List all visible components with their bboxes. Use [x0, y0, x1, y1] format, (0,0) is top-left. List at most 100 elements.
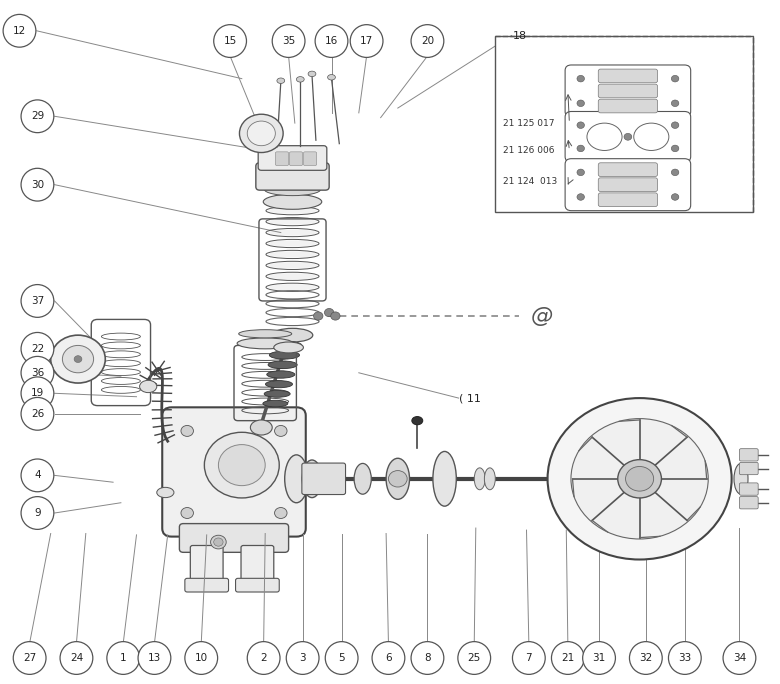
Circle shape: [239, 114, 283, 153]
Ellipse shape: [303, 460, 321, 498]
Ellipse shape: [237, 338, 293, 349]
FancyBboxPatch shape: [598, 84, 658, 98]
Ellipse shape: [734, 464, 748, 494]
Circle shape: [672, 145, 679, 152]
Text: 31: 31: [593, 653, 605, 663]
Ellipse shape: [247, 642, 280, 674]
Circle shape: [626, 466, 654, 491]
Ellipse shape: [107, 642, 140, 674]
Circle shape: [672, 194, 679, 200]
Circle shape: [577, 194, 584, 200]
Text: 37: 37: [31, 296, 44, 306]
Ellipse shape: [668, 642, 701, 674]
FancyBboxPatch shape: [185, 579, 229, 592]
Ellipse shape: [21, 397, 54, 430]
Ellipse shape: [551, 642, 584, 674]
Text: 18: 18: [513, 31, 527, 40]
Circle shape: [204, 432, 279, 498]
Ellipse shape: [268, 263, 317, 268]
FancyBboxPatch shape: [495, 36, 753, 212]
FancyBboxPatch shape: [275, 152, 289, 166]
Circle shape: [388, 471, 407, 487]
Text: 32: 32: [640, 653, 652, 663]
Ellipse shape: [268, 285, 317, 290]
Ellipse shape: [271, 341, 302, 350]
Ellipse shape: [412, 417, 423, 425]
Circle shape: [51, 335, 105, 383]
Ellipse shape: [484, 468, 495, 490]
Circle shape: [314, 312, 323, 320]
Circle shape: [324, 308, 334, 317]
Ellipse shape: [264, 194, 321, 209]
FancyBboxPatch shape: [241, 546, 274, 586]
Text: 1: 1: [120, 653, 126, 663]
Circle shape: [181, 425, 193, 436]
Ellipse shape: [286, 642, 319, 674]
Circle shape: [624, 133, 632, 140]
Ellipse shape: [60, 642, 93, 674]
Text: 36: 36: [31, 368, 44, 378]
Text: 13: 13: [148, 653, 161, 663]
Circle shape: [181, 508, 193, 518]
Ellipse shape: [21, 285, 54, 317]
Ellipse shape: [157, 487, 174, 498]
Circle shape: [618, 460, 661, 498]
Circle shape: [672, 75, 679, 82]
FancyBboxPatch shape: [190, 546, 223, 586]
Text: 21 126 006: 21 126 006: [503, 146, 555, 155]
FancyBboxPatch shape: [565, 111, 691, 162]
FancyBboxPatch shape: [256, 163, 329, 190]
Text: 6: 6: [385, 653, 392, 663]
Text: ( 11: ( 11: [459, 393, 480, 403]
Text: 24: 24: [70, 653, 83, 663]
Ellipse shape: [250, 420, 272, 435]
Text: 16: 16: [325, 36, 338, 46]
Ellipse shape: [265, 380, 292, 388]
Text: 25: 25: [468, 653, 480, 663]
Ellipse shape: [239, 330, 292, 338]
Ellipse shape: [264, 391, 290, 397]
Text: 21 124  013: 21 124 013: [503, 176, 558, 186]
Circle shape: [571, 419, 708, 539]
Ellipse shape: [583, 642, 615, 674]
Ellipse shape: [328, 75, 335, 80]
Ellipse shape: [512, 642, 545, 674]
Text: 12: 12: [13, 26, 26, 36]
Text: 21: 21: [562, 653, 574, 663]
Text: 22: 22: [31, 344, 44, 354]
Text: 20: 20: [421, 36, 434, 46]
Circle shape: [548, 398, 732, 560]
FancyBboxPatch shape: [598, 69, 658, 83]
Circle shape: [62, 345, 94, 373]
Ellipse shape: [315, 25, 348, 57]
Text: 21 125 017: 21 125 017: [503, 118, 555, 128]
Text: 30: 30: [31, 180, 44, 189]
Text: 2: 2: [261, 653, 267, 663]
Ellipse shape: [386, 458, 410, 499]
Ellipse shape: [264, 183, 321, 196]
FancyBboxPatch shape: [179, 524, 289, 553]
Ellipse shape: [3, 14, 36, 47]
FancyBboxPatch shape: [739, 449, 758, 461]
FancyBboxPatch shape: [739, 483, 758, 495]
Circle shape: [672, 122, 679, 129]
Circle shape: [275, 425, 287, 436]
Circle shape: [672, 169, 679, 176]
Ellipse shape: [629, 642, 662, 674]
Ellipse shape: [185, 642, 218, 674]
FancyBboxPatch shape: [565, 159, 691, 211]
Text: 19: 19: [31, 389, 44, 398]
Ellipse shape: [21, 332, 54, 365]
Ellipse shape: [21, 356, 54, 389]
FancyBboxPatch shape: [739, 497, 758, 509]
Ellipse shape: [411, 25, 444, 57]
Ellipse shape: [433, 451, 456, 506]
FancyBboxPatch shape: [598, 178, 658, 192]
Ellipse shape: [277, 78, 285, 83]
Text: 3: 3: [300, 653, 306, 663]
FancyBboxPatch shape: [739, 462, 758, 475]
Text: 29: 29: [31, 111, 44, 121]
Circle shape: [577, 122, 584, 129]
Circle shape: [214, 538, 223, 546]
Circle shape: [672, 100, 679, 107]
